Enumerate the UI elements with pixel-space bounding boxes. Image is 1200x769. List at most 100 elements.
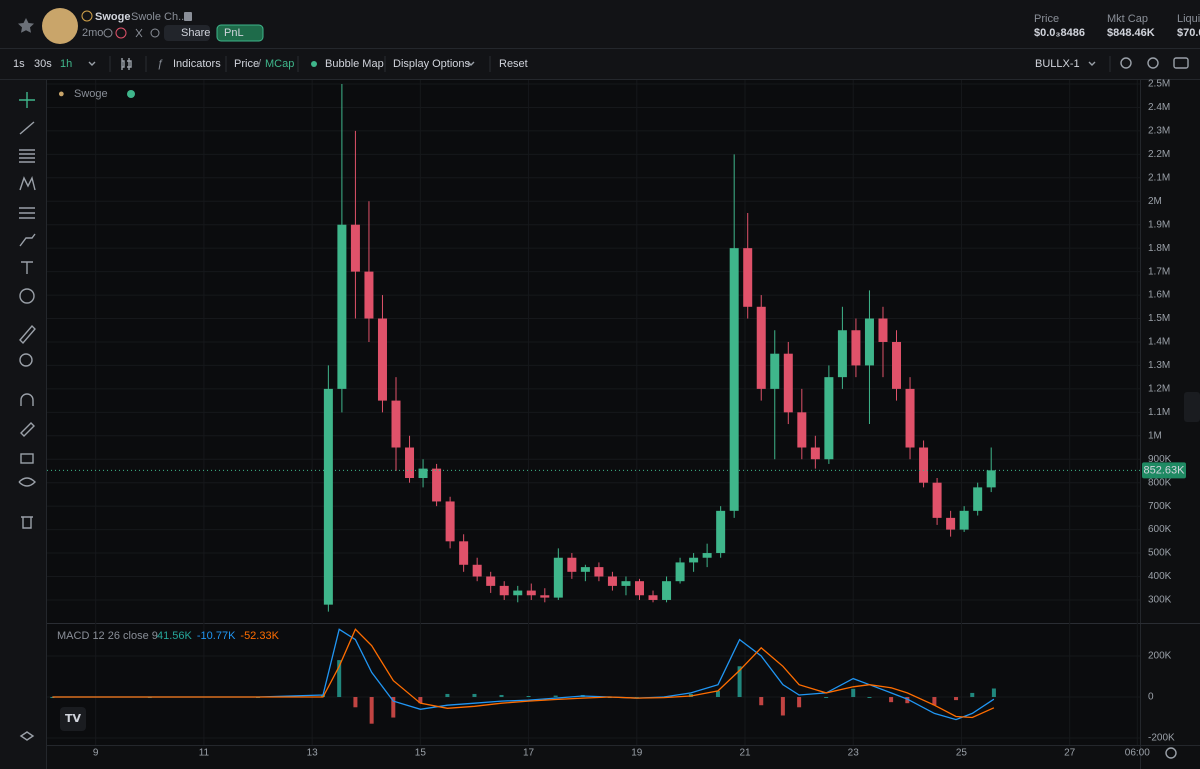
screenshot-icon[interactable] [1173,57,1189,69]
visibility-tool[interactable] [18,477,36,487]
fib-tool[interactable] [19,149,35,163]
stat-value: $848.46K [1107,27,1155,39]
display-options-button[interactable]: Display Options [393,58,471,70]
y-tick-label: 1.4M [1148,337,1170,348]
layout-dropdown[interactable] [1088,61,1096,66]
share-label[interactable]: Share [181,27,210,39]
lock-tool[interactable] [20,453,34,464]
settings-icon[interactable] [1147,57,1159,69]
y-tick-label: 1M [1148,430,1162,441]
macd-histogram-bar [737,666,742,698]
fx-icon[interactable]: ƒ [157,58,163,70]
brush-tool[interactable] [19,233,36,247]
stat-label: Liqui [1177,13,1200,25]
chart-type-icon[interactable] [121,58,132,70]
lock-drawing-tool[interactable] [20,422,35,437]
candle-body [486,576,496,586]
indicators-button[interactable]: Indicators [173,58,221,70]
crosshair-tool[interactable] [19,92,35,108]
reset-button[interactable]: Reset [499,58,528,70]
display-dropdown[interactable] [467,61,475,66]
x-tick-label: 23 [848,748,860,759]
candle-body [648,595,658,600]
copy-icon[interactable] [184,12,192,21]
macd-histogram-bar [824,697,829,699]
candle-body [634,581,644,596]
icon [115,27,127,39]
candle-body [567,557,577,572]
time-settings[interactable] [1165,747,1177,759]
trend-line-tool[interactable] [19,121,35,135]
bubble-map-button[interactable]: Bubble Map [325,58,384,70]
interval-button[interactable]: 1h [60,58,72,70]
y-tick-label: 200K [1148,651,1172,662]
emoji-tool[interactable] [19,288,35,304]
candle-body [729,248,739,511]
candle-body [405,447,415,478]
candle-body [432,468,442,502]
candle-body [986,470,996,488]
x-tick-label: 17 [523,748,535,759]
zoom-tool[interactable] [19,353,33,367]
candle-body [864,318,874,366]
candle-body [892,341,902,389]
macd-histogram-bar [526,696,531,698]
candle-body [837,330,847,378]
macd-readout: 41.56K [157,630,193,642]
y-tick-label: 2.2M [1148,149,1170,160]
toolbar [0,48,1200,79]
candle-body [824,377,834,460]
alert-icon[interactable] [1120,57,1132,69]
macd-histogram-bar [715,690,720,698]
y-tick-label: 2.5M [1148,79,1170,90]
pnl-label[interactable]: PnL [224,27,244,39]
y-tick-label: 1.9M [1148,219,1170,230]
candle-body [662,581,672,600]
pnl-button[interactable] [216,24,264,42]
x-tick-label: 13 [307,748,319,759]
macd-histogram-bar [499,694,504,698]
text-tool[interactable] [21,261,33,274]
share-button[interactable] [164,25,210,41]
macd-histogram-bar [445,693,450,698]
layers-tool[interactable] [19,731,35,741]
layout-select[interactable]: BULLX-1 [1035,58,1080,70]
macd-histogram-bar [867,697,872,699]
macd-histogram-bar [759,697,764,706]
macd-title: MACD 12 26 close 9 [57,630,158,642]
token-name: Swole Ch... [131,11,187,23]
macd-histogram-bar [970,692,975,698]
price-toggle[interactable]: Price [234,58,259,70]
candle-body [783,353,793,413]
candle-body [716,510,726,554]
magnet-tool[interactable] [20,393,34,406]
y-tick-label: 1.2M [1148,384,1170,395]
pattern-tool[interactable] [19,175,36,191]
y-tick-label: 1.1M [1148,407,1170,418]
web-link[interactable] [150,28,160,38]
x-tick-label: 21 [739,748,751,759]
interval-button[interactable]: 1s [13,58,25,70]
y-tick-label: 900K [1148,454,1172,465]
drawing-toolbar [0,80,46,769]
x-link[interactable] [135,28,143,38]
candle-body [770,353,780,389]
candle-body [810,447,820,460]
x-tick-label: 15 [415,748,427,759]
interval-dropdown[interactable] [88,61,96,66]
candle-body [580,567,590,572]
ruler-tool[interactable] [19,324,36,345]
delete-tool[interactable] [21,516,33,529]
legend-icon: ● [58,88,65,100]
side-panel-toggle[interactable] [1184,392,1200,422]
macd-histogram-bar [991,688,996,698]
macd-histogram-bar [797,697,802,708]
mcap-toggle[interactable]: MCap [265,58,294,70]
token-badge [81,10,93,22]
y-tick-label: 2.1M [1148,172,1170,183]
favorite-star[interactable] [18,18,34,33]
macd-histogram-bar [954,697,959,701]
interval-button[interactable]: 30s [34,58,52,70]
projection-tool[interactable] [19,207,35,219]
